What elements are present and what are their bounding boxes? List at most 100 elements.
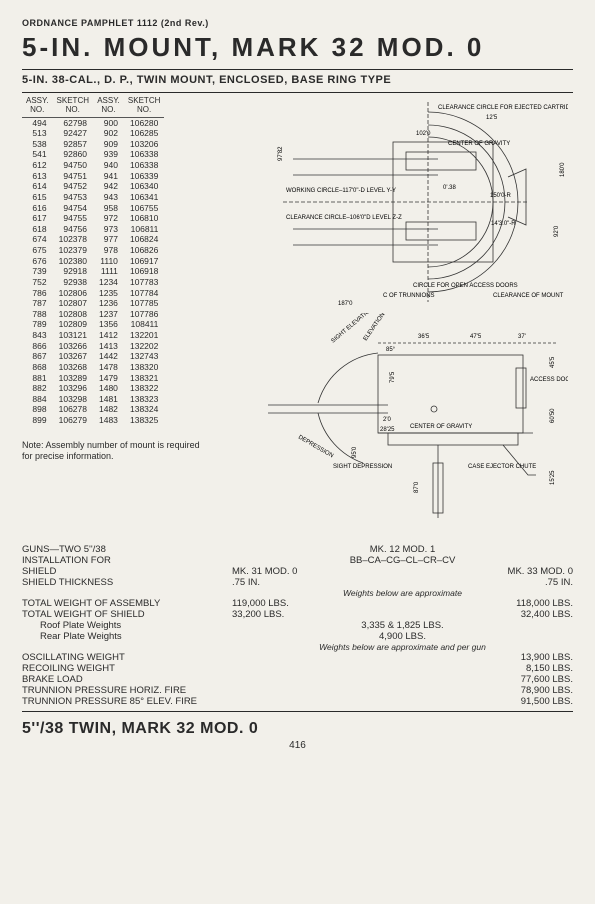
label-cg-top: CENTER OF GRAVITY: [448, 141, 510, 147]
table-row: 61294750940106338: [22, 160, 164, 171]
dim-92: 92'0: [554, 225, 560, 237]
table-row: 8821032961480138322: [22, 383, 164, 394]
label-depression: DEPRESSION: [297, 435, 334, 460]
table-row: 49462798900106280: [22, 117, 164, 128]
spec-tw-shield-r: 32,400 LBS.: [521, 609, 573, 620]
label-clearance-ejected: CLEARANCE CIRCLE FOR EJECTED CARTRIDGE C…: [438, 105, 568, 111]
table-row: 8431031211412132201: [22, 330, 164, 341]
rule-top: [22, 69, 573, 70]
table-row: 7871028071236107785: [22, 298, 164, 309]
spec-shield-r: MK. 33 MOD. 0: [508, 566, 573, 577]
dim-85: 85°: [386, 347, 396, 353]
spec-shield-label: SHIELD: [22, 566, 232, 577]
spec-roof-label: Roof Plate Weights: [22, 620, 232, 631]
label-clearance-circle: CLEARANCE CIRCLE–106'0"D LEVEL Z-Z: [286, 215, 402, 221]
dim-125: 12'5: [486, 115, 498, 121]
table-row: 53892857909103206: [22, 139, 164, 150]
diagram-area: CLEARANCE CIRCLE FOR EJECTED CARTRIDGE C…: [232, 97, 573, 528]
table-row: 7891028091356108411: [22, 319, 164, 330]
table-row: 54192860939106338: [22, 149, 164, 160]
dim-870: 87'0: [414, 481, 420, 493]
spec-row: RECOILING WEIGHT8,150 LBS.: [22, 663, 573, 674]
per-gun-note: Weights below are approximate and per gu…: [232, 642, 573, 652]
dim-475: 47'5: [470, 334, 482, 340]
table-row: 7881028081237107786: [22, 309, 164, 320]
table-row: 8811032891479138321: [22, 373, 164, 384]
spec-tw-assy-r: 118,000 LBS.: [516, 598, 573, 609]
table-row: 8661032661413132202: [22, 341, 164, 352]
table-row: 6761023801110106917: [22, 256, 164, 267]
table-row: 8841032981481138323: [22, 394, 164, 405]
label-clearance-mount: CLEARANCE OF MOUNT: [493, 293, 564, 299]
side-view-diagram: SIGHT ELEVATION ELEVATION 85° ACCESS DOO…: [238, 313, 568, 528]
bottom-title: 5''/38 TWIN, MARK 32 MOD. 0: [22, 720, 573, 738]
dim-950: 95'0: [352, 446, 358, 458]
dim-1020: 102'0: [416, 131, 431, 137]
spec-rear-c: 4,900 LBS.: [232, 631, 573, 642]
label-case-ejector: CASE EJECTOR CHUTE: [468, 464, 536, 470]
table-row: 8981062781482138324: [22, 404, 164, 415]
table-row: 739929181111106918: [22, 266, 164, 277]
spec-row: TRUNNION PRESSURE 85° ELEV. FIRE91,500 L…: [22, 696, 573, 707]
table-row: 61494752942106340: [22, 181, 164, 192]
spec-row: BRAKE LOAD77,600 LBS.: [22, 674, 573, 685]
label-access-door: ACCESS DOOR: [530, 377, 568, 383]
spec-rear-label: Rear Plate Weights: [22, 631, 232, 642]
table-row: 61794755972106810: [22, 213, 164, 224]
label-c-trunnions: C OF TRUNNIONS: [383, 293, 435, 299]
spec-tw-assy-l: 119,000 LBS.: [232, 598, 289, 609]
dim-038: 0'.38: [443, 185, 456, 191]
dim-6050: 60'50: [550, 408, 556, 423]
dim-187: 187'0: [338, 301, 353, 307]
table-row: 8681032681478138320: [22, 362, 164, 373]
table-row: 61894756973106811: [22, 224, 164, 235]
dim-143r: 14'3.0"-R: [491, 221, 516, 227]
spec-thick-r: .75 IN.: [545, 577, 573, 588]
dim-455: 45'5: [550, 356, 556, 368]
table-row: 61694754958106755: [22, 203, 164, 214]
table-row: 675102379978106826: [22, 245, 164, 256]
rule-bottom: [22, 711, 573, 712]
dim-150r: 150'0-R: [490, 193, 511, 199]
label-working-circle: WORKING CIRCLE–117'0"-D LEVEL Y-Y: [286, 188, 396, 194]
table-row: 674102378977106824: [22, 234, 164, 245]
rule-sub: [22, 92, 573, 93]
spec-install-label: INSTALLATION FOR: [22, 555, 232, 566]
label-open-access: CIRCLE FOR OPEN ACCESS DOORS: [413, 283, 518, 289]
spec-guns-val: MK. 12 MOD. 1: [232, 544, 573, 555]
table-row: 51392427902106285: [22, 128, 164, 139]
spec-tw-shield-l: 33,200 LBS.: [232, 609, 284, 620]
dim-180: 180'0: [560, 162, 566, 177]
assembly-note: Note: Assembly number of mount is requir…: [22, 440, 202, 463]
assembly-table-block: ASSY.NO. SKETCHNO. ASSY.NO. SKETCHNO. 49…: [22, 97, 222, 528]
spec-shield-l: MK. 31 MOD. 0: [232, 566, 297, 577]
dim-97: 97'82: [278, 146, 284, 161]
col-assy1: ASSY.NO.: [22, 97, 53, 117]
table-row: 752929381234107783: [22, 277, 164, 288]
pamphlet-header: ORDNANCE PAMPHLET 1112 (2nd Rev.): [22, 18, 573, 28]
spec-thick-label: SHIELD THICKNESS: [22, 577, 232, 588]
approx-note: Weights below are approximate: [232, 588, 573, 598]
spec-tw-shield-label: TOTAL WEIGHT OF SHIELD: [22, 609, 232, 620]
table-row: 61594753943106341: [22, 192, 164, 203]
spec-tw-assy-label: TOTAL WEIGHT OF ASSEMBLY: [22, 598, 232, 609]
spec-install-val: BB–CA–CG–CL–CR–CV: [232, 555, 573, 566]
dim-795: 79'5: [390, 371, 396, 383]
table-row: 7861028061235107784: [22, 288, 164, 299]
table-row: 8991062791483138325: [22, 415, 164, 426]
dim-2825: 28'25: [380, 427, 395, 433]
page-number: 416: [22, 740, 573, 751]
dim-365: 36'5: [418, 334, 430, 340]
spec-guns-label: GUNS—TWO 5''/38: [22, 544, 232, 555]
spec-row: TRUNNION PRESSURE HORIZ. FIRE78,900 LBS.: [22, 685, 573, 696]
spec-roof-c: 3,335 & 1,825 LBS.: [232, 620, 573, 631]
plan-view-diagram: CLEARANCE CIRCLE FOR EJECTED CARTRIDGE C…: [238, 97, 568, 307]
page-title: 5-IN. MOUNT, MARK 32 MOD. 0: [22, 32, 573, 63]
col-sketch2: SKETCHNO.: [124, 97, 164, 117]
table-row: 8671032671442132743: [22, 351, 164, 362]
subtitle: 5-IN. 38-CAL., D. P., TWIN MOUNT, ENCLOS…: [22, 74, 573, 86]
table-row: 61394751941106339: [22, 171, 164, 182]
label-sight-depr: SIGHT DEPRESSION: [333, 464, 392, 470]
dim-20: 2'0: [383, 417, 391, 423]
col-sketch1: SKETCHNO.: [53, 97, 93, 117]
